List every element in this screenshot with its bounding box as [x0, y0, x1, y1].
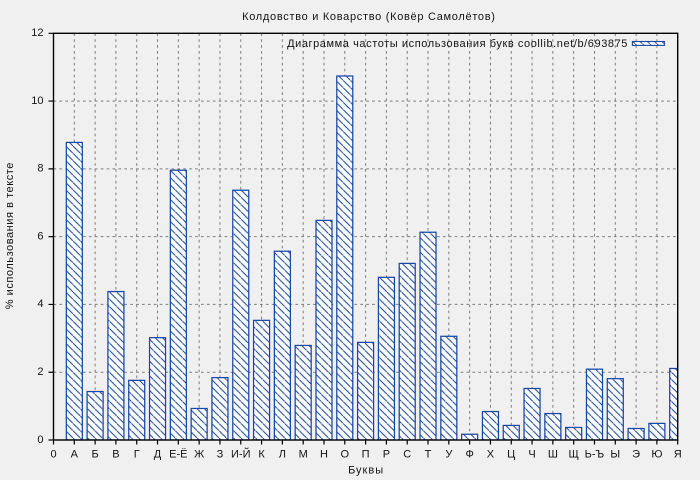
svg-text:Л: Л — [279, 448, 286, 460]
svg-text:З: З — [217, 448, 224, 460]
svg-text:М: М — [299, 448, 308, 460]
svg-text:О: О — [341, 448, 350, 460]
svg-text:4: 4 — [37, 298, 43, 310]
svg-text:Б: Б — [92, 448, 99, 460]
svg-text:Ч: Ч — [528, 448, 535, 460]
svg-text:А: А — [71, 448, 79, 460]
svg-text:10: 10 — [31, 95, 43, 107]
svg-text:Н: Н — [320, 448, 328, 460]
svg-text:Щ: Щ — [569, 448, 579, 460]
svg-text:Т: Т — [425, 448, 432, 460]
svg-text:12: 12 — [31, 27, 43, 39]
svg-text:Ж: Ж — [194, 448, 204, 460]
svg-text:С: С — [403, 448, 411, 460]
svg-text:Г: Г — [134, 448, 140, 460]
svg-text:0: 0 — [50, 448, 56, 460]
svg-text:Буквы: Буквы — [348, 465, 384, 477]
svg-text:Р: Р — [383, 448, 390, 460]
svg-text:% использования в тексте: % использования в тексте — [4, 162, 16, 309]
svg-text:П: П — [362, 448, 370, 460]
svg-text:Ц: Ц — [507, 448, 515, 460]
svg-text:Диаграмма частоты использовани: Диаграмма частоты использования букв coo… — [287, 38, 628, 50]
svg-text:Ю: Ю — [651, 448, 662, 460]
svg-text:Ы: Ы — [610, 448, 620, 460]
svg-text:Ш: Ш — [548, 448, 558, 460]
svg-text:К: К — [258, 448, 265, 460]
svg-text:Э: Э — [632, 448, 640, 460]
svg-text:8: 8 — [37, 163, 43, 175]
svg-text:0: 0 — [37, 434, 43, 446]
svg-text:У: У — [445, 448, 453, 460]
svg-text:В: В — [112, 448, 119, 460]
svg-text:Е-Ё: Е-Ё — [169, 448, 187, 460]
svg-text:2: 2 — [37, 366, 43, 378]
svg-text:И-Й: И-Й — [231, 447, 250, 460]
svg-text:Х: Х — [487, 448, 495, 460]
svg-text:Д: Д — [154, 448, 162, 460]
svg-text:Я: Я — [674, 448, 682, 460]
svg-text:6: 6 — [37, 230, 43, 242]
svg-text:Ь-Ъ: Ь-Ъ — [585, 448, 605, 460]
svg-text:Колдовство и Коварство (Ковёр: Колдовство и Коварство (Ковёр Самолётов) — [242, 11, 496, 23]
svg-text:Ф: Ф — [465, 448, 473, 460]
